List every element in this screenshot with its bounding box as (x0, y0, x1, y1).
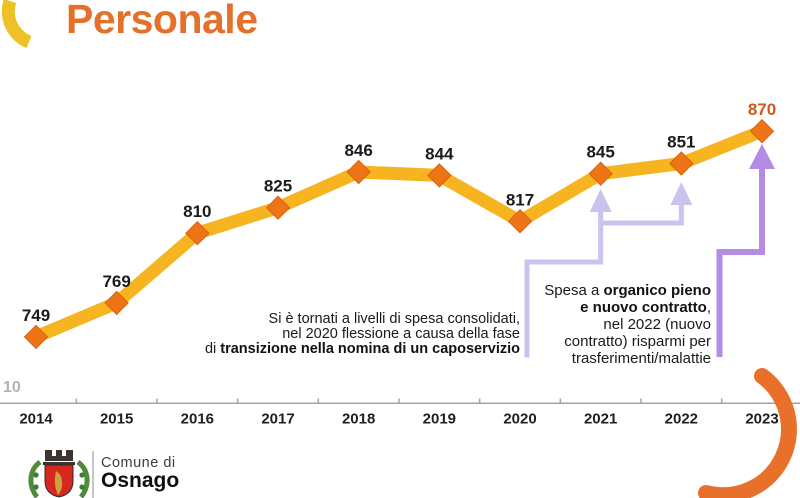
x-axis: 2014 2015 2016 2017 2018 2019 2020 2021 2022 2023… (0, 379, 800, 428)
data-point-label: 769 (102, 272, 130, 291)
year-label: 2014 (19, 411, 53, 428)
org-prefix: Comune di (101, 455, 176, 471)
data-point-label: 844 (425, 144, 454, 163)
data-line (29, 124, 769, 344)
data-point-label: 810 (183, 202, 211, 221)
note-line: trasferimenti/malattie (571, 350, 711, 367)
org-name: Osnago (101, 469, 180, 492)
year-label: 2015 (100, 411, 133, 428)
data-point-marker (588, 161, 613, 186)
decorative-arc-top-left-icon (1, 0, 32, 49)
year-label: 2017 (261, 411, 294, 428)
data-point-marker (749, 118, 775, 144)
year-label: 2021 (584, 411, 617, 428)
data-point-label: 825 (264, 177, 292, 196)
page-title: Personale (66, 0, 258, 42)
data-point-marker (185, 220, 210, 246)
data-point-label: 817 (506, 190, 534, 209)
data-point-marker (23, 324, 49, 350)
note-line: Spesa a organico pieno (544, 282, 711, 299)
note-2022-contract: Spesa a organico pieno e nuovo contratto,… (544, 282, 711, 367)
year-label: 2022 (665, 411, 698, 428)
data-point-marker (507, 209, 533, 234)
note-line: nel 2022 (nuovo (603, 316, 711, 333)
light-arrowhead-2021 (589, 189, 612, 212)
note-line: nel 2020 flessione a causa della fase (282, 325, 520, 342)
laurel-left (28, 459, 42, 498)
decorative-arc-bottom-right-icon (698, 368, 797, 498)
data-point-label: 870 (748, 100, 776, 119)
light-arrowhead-2022 (670, 182, 693, 205)
year-label: 2023 (745, 411, 778, 428)
data-point-label: 845 (586, 143, 614, 162)
data-point-marker (427, 163, 452, 188)
data-point-marker (104, 290, 129, 316)
note-line: contratto) risparmi per (564, 333, 711, 350)
light-arrow-2022 (600, 205, 684, 226)
spending-line (29, 124, 769, 344)
year-label: 2020 (503, 411, 536, 428)
note-line: di transizione nella nomina di un capose… (204, 340, 520, 357)
mural-crown (45, 450, 73, 461)
data-point-marker (669, 151, 694, 176)
data-labels: 749 769 810 825 846 844 817 845 851 870 (22, 100, 776, 325)
logo-divider (92, 451, 94, 498)
light-arrow-2021 (524, 212, 604, 358)
shield-charge (54, 471, 63, 495)
osnago-coat-of-arms-icon (28, 450, 90, 498)
laurel-right (76, 459, 90, 498)
data-markers (23, 118, 775, 350)
dark-arrow-2023 (716, 169, 766, 357)
annotation-arrows (524, 144, 776, 358)
data-point-label: 851 (667, 133, 695, 152)
note-2020-dip: Si è tornati a livelli di spesa consolid… (205, 312, 520, 357)
year-label: 2018 (342, 411, 375, 428)
data-point-label: 749 (22, 306, 50, 325)
note-line: Si è tornati a livelli di spesa consolid… (268, 311, 520, 327)
year-label: 2019 (423, 411, 456, 428)
note-line: e nuovo contratto, (580, 299, 711, 316)
data-point-marker (265, 195, 291, 220)
year-label: 2016 (181, 411, 214, 428)
data-point-label: 846 (344, 141, 372, 160)
cut-axis-label: 10 (3, 379, 21, 396)
data-point-marker (346, 159, 371, 185)
dark-arrowhead-2023 (749, 144, 776, 169)
